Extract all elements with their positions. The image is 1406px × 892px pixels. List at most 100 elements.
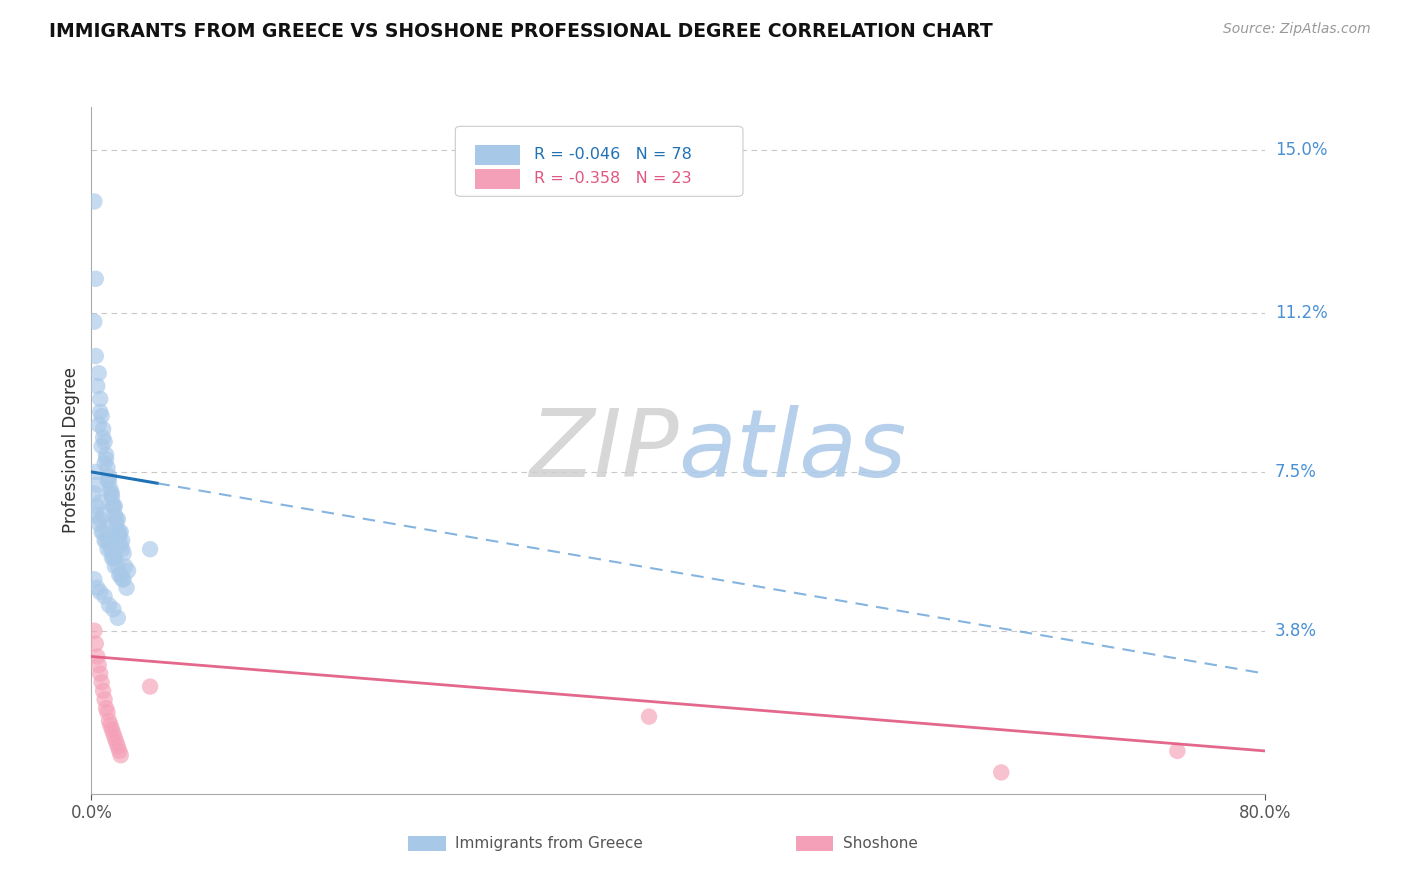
Point [93,434,115,449]
Point [107,739,129,754]
Point [101,723,124,737]
Point [638,709,661,723]
Point [103,727,125,741]
Point [83,315,105,329]
Point [107,524,129,539]
Point [111,542,134,557]
Text: atlas: atlas [678,405,907,496]
Point [93,533,115,548]
Point [104,500,127,514]
Point [90,409,112,424]
Point [101,486,124,500]
Point [98,469,121,483]
Point [101,542,124,557]
Text: 15.0%: 15.0% [1275,141,1327,159]
Point [98,533,121,548]
Point [115,581,138,595]
Point [93,692,115,706]
Point [105,516,128,531]
Point [86,581,108,595]
Point [105,735,128,749]
Text: Source: ZipAtlas.com: Source: ZipAtlas.com [1223,22,1371,37]
Point [108,529,131,543]
Point [94,448,117,462]
Point [87,516,110,531]
Bar [475,145,520,165]
Point [90,439,112,453]
Point [84,349,107,363]
Point [101,491,124,505]
Point [89,512,111,526]
Text: IMMIGRANTS FROM GREECE VS SHOSHONE PROFESSIONAL DEGREE CORRELATION CHART: IMMIGRANTS FROM GREECE VS SHOSHONE PROFE… [49,22,993,41]
Bar [408,836,446,851]
Point [91,508,114,522]
Point [89,495,111,509]
Point [112,546,135,561]
Text: 3.8%: 3.8% [1275,622,1317,640]
Point [111,533,134,548]
Point [90,524,112,539]
Point [107,611,129,625]
Point [87,417,110,432]
Point [101,550,124,565]
Point [84,637,107,651]
Text: R = -0.358   N = 23: R = -0.358 N = 23 [534,171,692,186]
Point [98,474,121,488]
Point [89,666,111,681]
Point [990,765,1012,780]
Point [94,521,117,535]
Point [108,568,131,582]
Point [112,572,135,586]
Point [100,482,122,496]
Point [96,542,118,557]
Point [98,598,121,612]
Point [139,542,162,557]
Bar [796,836,834,851]
Point [89,585,111,599]
Point [91,683,114,698]
Point [91,422,114,436]
Text: 7.5%: 7.5% [1275,463,1317,481]
Point [94,533,117,548]
Text: ZIP: ZIP [529,405,678,496]
Point [94,452,117,467]
Y-axis label: Professional Degree: Professional Degree [62,368,80,533]
Point [108,524,131,539]
Point [103,500,125,514]
Point [114,559,136,574]
Point [91,524,114,539]
Point [103,550,125,565]
Point [96,474,118,488]
Point [1166,744,1188,758]
Point [110,748,132,763]
Point [103,602,125,616]
Point [111,572,134,586]
Point [105,512,128,526]
Point [100,542,122,557]
Bar [475,169,520,189]
Point [83,194,105,209]
Text: 11.2%: 11.2% [1275,304,1327,322]
Point [110,568,132,582]
Point [96,460,118,475]
Point [86,478,108,492]
Point [104,550,127,565]
Point [100,486,122,500]
Point [91,431,114,445]
Point [93,456,115,470]
Point [139,680,162,694]
Point [84,465,107,479]
Point [84,271,107,285]
Point [110,524,132,539]
Point [83,572,105,586]
Point [87,366,110,380]
Point [90,675,112,690]
Point [86,649,108,664]
Point [86,379,108,393]
Point [83,624,105,638]
Point [104,559,127,574]
Text: R = -0.046   N = 78: R = -0.046 N = 78 [534,147,692,162]
Point [98,714,121,728]
Point [107,559,129,574]
Point [103,500,125,514]
